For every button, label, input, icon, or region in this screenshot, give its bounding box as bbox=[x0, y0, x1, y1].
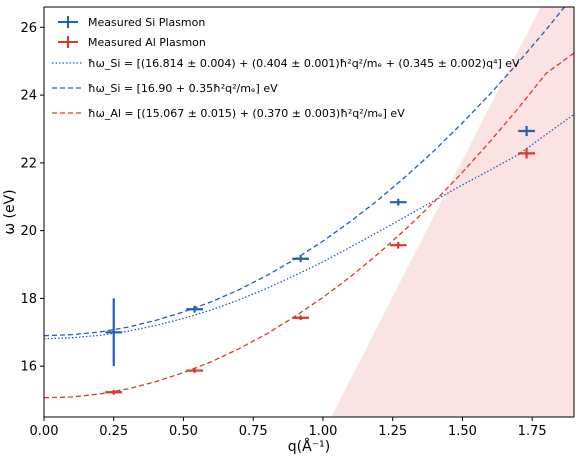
x-tick-label-0: 0.00 bbox=[30, 424, 59, 439]
legend-label-si-measured: Measured Si Plasmon bbox=[88, 16, 205, 29]
fit-curve-4 bbox=[44, 52, 574, 399]
data-point-1-0 bbox=[105, 389, 123, 395]
legend: Measured Si Plasmon Measured Al Plasmon … bbox=[52, 16, 520, 120]
data-point-1-1 bbox=[186, 368, 203, 373]
data-point-1-2 bbox=[292, 315, 309, 321]
data-point-0-3 bbox=[389, 198, 407, 206]
legend-label-al-measured: Measured Al Plasmon bbox=[88, 36, 206, 49]
x-axis-label: q(Å⁻¹) bbox=[288, 438, 330, 455]
data-point-0-2 bbox=[292, 255, 309, 263]
data-point-0-4 bbox=[518, 125, 535, 137]
data-point-1-3 bbox=[389, 241, 407, 249]
legend-entry-si-full-fit: ħω_Si = [(16.814 ± 0.004) + (0.404 ± 0.0… bbox=[52, 57, 520, 70]
data-point-1-4 bbox=[518, 148, 535, 159]
legend-entry-si-measured: Measured Si Plasmon bbox=[58, 16, 205, 29]
shaded-region bbox=[331, 7, 574, 417]
y-tick-label-2: 20 bbox=[20, 224, 37, 239]
legend-entry-si-quadratic-fit: ħω_Si = [16.90 + 0.35ħ²q²/mₑ] eV bbox=[52, 82, 278, 95]
x-tick-label-3: 0.75 bbox=[239, 424, 268, 439]
y-tick-label-4: 24 bbox=[20, 89, 37, 104]
x-tick-label-6: 1.50 bbox=[448, 424, 477, 439]
fit-curve-2 bbox=[44, 113, 574, 340]
y-tick-label-3: 22 bbox=[20, 156, 37, 171]
y-tick-label-5: 26 bbox=[20, 21, 37, 36]
data-point-0-1 bbox=[186, 305, 203, 313]
x-tick-label-1: 0.25 bbox=[99, 424, 128, 439]
y-tick-label-1: 18 bbox=[20, 292, 37, 307]
fit-curve-3 bbox=[44, 7, 566, 337]
legend-entry-al-measured: Measured Al Plasmon bbox=[58, 36, 206, 49]
legend-label-al-fit: ħω_Al = [(15.067 ± 0.015) + (0.370 ± 0.0… bbox=[88, 107, 405, 120]
data-point-0-0 bbox=[105, 298, 123, 367]
plot-frame bbox=[43, 6, 575, 418]
y-axis-label: ω (eV) bbox=[2, 189, 18, 234]
y-tick-label-0: 16 bbox=[20, 360, 37, 375]
x-tick-label-7: 1.75 bbox=[518, 424, 547, 439]
x-tick-label-5: 1.25 bbox=[378, 424, 407, 439]
x-tick-label-4: 1.00 bbox=[308, 424, 337, 439]
legend-entry-al-fit: ħω_Al = [(15.067 ± 0.015) + (0.370 ± 0.0… bbox=[52, 107, 405, 120]
legend-label-si-quadratic-fit: ħω_Si = [16.90 + 0.35ħ²q²/mₑ] eV bbox=[88, 82, 278, 95]
x-tick-label-2: 0.50 bbox=[169, 424, 198, 439]
legend-label-si-full-fit: ħω_Si = [(16.814 ± 0.004) + (0.404 ± 0.0… bbox=[88, 57, 520, 70]
